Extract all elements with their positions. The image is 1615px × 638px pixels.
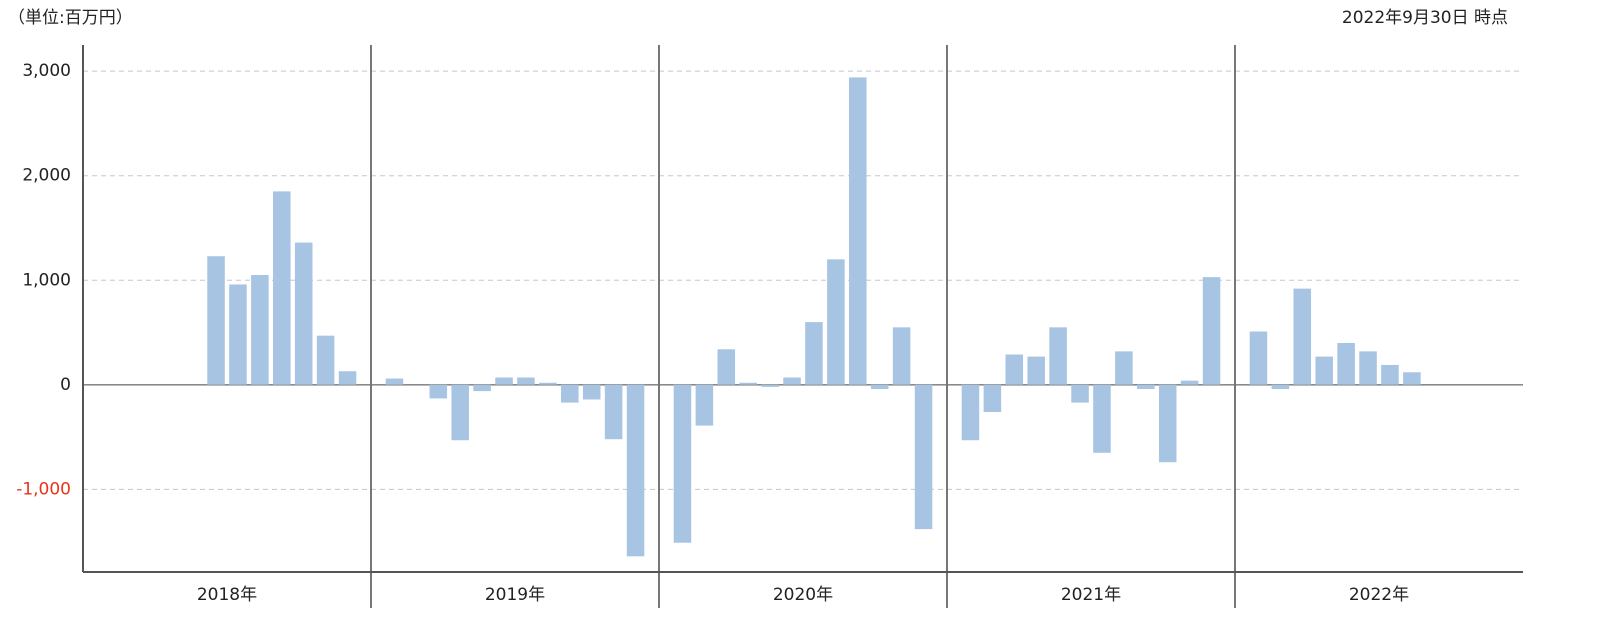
bar [870, 384, 889, 390]
bar [229, 284, 247, 385]
bar [892, 327, 911, 385]
bar [673, 384, 692, 543]
bar [739, 382, 757, 385]
bar [338, 371, 357, 385]
bar [1337, 343, 1355, 385]
bar [914, 384, 933, 530]
bar [1027, 356, 1045, 385]
bar [1293, 288, 1312, 385]
bar [473, 384, 491, 392]
bar [451, 384, 469, 441]
bar [1403, 372, 1421, 385]
bar [1359, 351, 1377, 385]
bar [1249, 331, 1268, 385]
x-tick-label: 2022年 [1349, 585, 1409, 605]
as-of-date: 2022年9月30日 時点 [1342, 8, 1508, 28]
bar [827, 259, 845, 385]
bar [561, 384, 579, 403]
unit-note: （単位:百万円） [8, 8, 133, 28]
bar [1049, 327, 1067, 385]
y-tick-label: -1,000 [16, 479, 71, 499]
x-tick-label: 2020年 [773, 585, 833, 605]
bar [207, 256, 225, 385]
bar [1005, 354, 1024, 385]
bar [1115, 351, 1133, 385]
bar [1180, 380, 1199, 385]
y-tick-label: 1,000 [22, 270, 71, 290]
bar [1071, 384, 1089, 403]
bar [582, 384, 601, 400]
bar [695, 384, 714, 426]
bar [1202, 277, 1221, 385]
bar [385, 378, 404, 385]
bar [539, 382, 557, 385]
y-tick-label: 0 [60, 375, 71, 395]
bar [761, 384, 779, 387]
y-tick-label: 3,000 [22, 61, 71, 81]
y-tick-label: 2,000 [22, 166, 71, 186]
bar [273, 191, 291, 385]
x-tick-label: 2019年 [485, 585, 545, 605]
bar [783, 377, 801, 385]
bar [1381, 364, 1399, 385]
x-tick-label: 2021年 [1061, 585, 1121, 605]
bar [626, 384, 645, 557]
x-tick-label: 2018年 [197, 585, 257, 605]
bar [983, 384, 1002, 413]
bar [805, 322, 823, 385]
bar [429, 384, 448, 399]
bar [517, 377, 535, 385]
bar [1271, 384, 1290, 390]
bar [294, 242, 313, 385]
bar [604, 384, 623, 440]
bar [1093, 384, 1111, 453]
bar [717, 349, 736, 385]
bar [1137, 384, 1155, 390]
bar [316, 335, 335, 385]
bar [1315, 356, 1333, 385]
bar [251, 275, 269, 385]
bar [849, 77, 867, 385]
bar [961, 384, 980, 441]
bar [495, 377, 513, 385]
bar [1158, 384, 1177, 463]
